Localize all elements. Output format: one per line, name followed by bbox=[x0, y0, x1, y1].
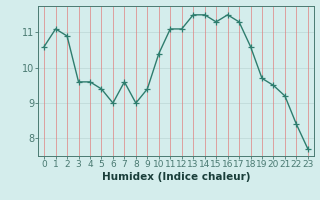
X-axis label: Humidex (Indice chaleur): Humidex (Indice chaleur) bbox=[102, 172, 250, 182]
